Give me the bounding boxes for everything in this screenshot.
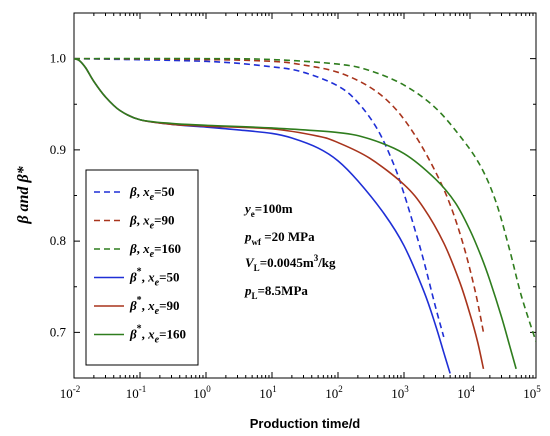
- x-tick-label: 105: [523, 384, 541, 401]
- x-tick-label: 10-1: [126, 384, 147, 401]
- legend-box: [85, 169, 199, 366]
- parameter-annotation: ye=100m pwf =20 MPa VL=0.0045m3/kg pL=8.…: [243, 201, 336, 301]
- series-line-6: [74, 57, 517, 370]
- series-line-3: [74, 57, 536, 342]
- legend-label: β*, xe=90: [129, 295, 180, 317]
- annotation-ye: ye=100m: [243, 201, 293, 219]
- x-tick-label: 104: [457, 384, 475, 401]
- x-tick-label: 10-2: [60, 384, 81, 401]
- y-tick-label: 1.0: [50, 51, 66, 66]
- x-axis-title: Production time/d: [250, 416, 361, 431]
- legend-label: β*, xe=50: [129, 267, 180, 289]
- legend-label: β, xe=90: [129, 213, 175, 232]
- legend: β, xe=50 β, xe=90 β, xe=160 β*, xe=50 β*, xe…: [94, 184, 186, 346]
- x-tick-label: 100: [193, 384, 211, 401]
- y-tick-label: 0.9: [50, 142, 66, 157]
- y-tick-labels: 0.7 0.8 0.9 1.0: [50, 51, 67, 340]
- series-lines: [74, 57, 536, 374]
- x-tick-labels: 10-2 10-1 100 101 102 103 104 105: [60, 384, 542, 401]
- axis-ticks: [73, 12, 537, 379]
- x-tick-label: 101: [259, 384, 277, 401]
- series-line-2: [74, 57, 485, 333]
- y-tick-label: 0.8: [50, 233, 66, 248]
- legend-label: β, xe=160: [129, 241, 181, 260]
- annotation-vl: VL=0.0045m3/kg: [245, 253, 336, 273]
- y-tick-label: 0.7: [50, 324, 67, 339]
- legend-label: β*, xe=160: [129, 324, 186, 346]
- y-axis-title: β and β*: [15, 165, 32, 224]
- x-tick-label: 102: [325, 384, 343, 401]
- series-line-1: [74, 57, 445, 338]
- x-tick-label: 103: [391, 384, 409, 401]
- annotation-pwf: pwf =20 MPa: [244, 229, 315, 247]
- annotation-pl: pL=8.5MPa: [244, 283, 308, 301]
- legend-label: β, xe=50: [129, 184, 175, 203]
